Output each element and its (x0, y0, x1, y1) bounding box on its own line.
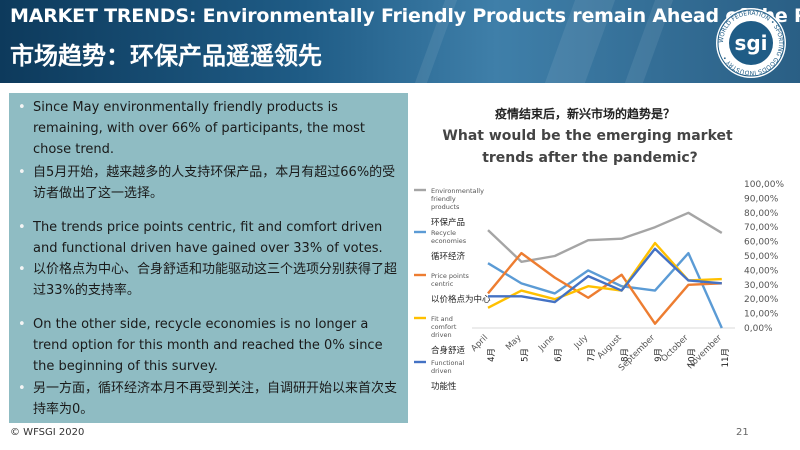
legend-label: Environmentally friendly products (431, 187, 484, 211)
x-tick-label: October (659, 333, 690, 364)
y-tick-label: 90,00% (744, 194, 779, 204)
bullet-1: • Since May environmentally friendly prod… (18, 100, 366, 157)
y-tick-label: 60,00% (744, 238, 779, 248)
copyright-text: © WFSGI 2020 (10, 427, 85, 438)
y-tick-label: 10,00% (744, 310, 779, 320)
legend-label-cn: 环保产品 (431, 217, 465, 228)
chart-legend: Environmentally friendly products 环保产品Recyc… (414, 187, 491, 392)
header-banner: MARKET TRENDS: Environmentally Friendly … (0, 0, 800, 83)
title-english: MARKET TRENDS: Environmentally Friendly … (10, 5, 800, 27)
legend-label: Recycle economies (431, 229, 467, 245)
x-tick-label-cn: 4月 (487, 348, 497, 362)
y-tick-label: 40,00% (744, 266, 779, 276)
y-tick-label: 0,00% (744, 324, 773, 334)
x-tick-label-cn: 6月 (554, 348, 564, 362)
series-line (487, 211, 723, 263)
x-tick-label-cn: 8月 (621, 348, 631, 362)
summary-box: • Since May environmentally friendly prod… (9, 93, 408, 423)
legend-label-cn: 合身舒适 (431, 345, 466, 356)
legend-label-cn: 功能性 (431, 381, 457, 392)
x-tick-label-cn: 5月 (520, 348, 530, 362)
title-chinese: 市场趋势：环保产品遥遥领先 (10, 42, 322, 70)
wfsgi-logo-icon: WORLD FEDERATION • SPORTING GOODS INDUST… (716, 8, 786, 78)
bullet-5: • On the other side, recycle economies is… (18, 317, 383, 374)
legend-label-cn: 以价格点为中心 (431, 294, 491, 305)
series-line (487, 251, 723, 329)
y-tick-label: 50,00% (744, 252, 779, 262)
y-tick-label: 20,00% (744, 295, 779, 305)
page-number: 21 (736, 427, 749, 438)
series-line (487, 251, 722, 325)
x-tick-label-cn: 10月 (687, 348, 697, 367)
x-tick-label-cn: 11月 (721, 348, 731, 367)
plot-area: 0,00% 10,00% 20,00% 30,00% 40,00% 50,00% 60,00… (469, 180, 784, 373)
chart-title-english: What would be the emerging market trends… (442, 128, 737, 166)
bullet-3: • The trends price points centric, fit an… (18, 220, 383, 256)
legend-label: Price points centric (431, 272, 469, 288)
legend-label-cn: 循环经济 (431, 251, 466, 262)
y-tick-label: 100,00% (744, 180, 784, 190)
y-tick-label: 30,00% (744, 281, 779, 291)
chart-title-chinese: 疫情结束后，新兴市场的趋势是？ (495, 106, 675, 121)
legend-label: Fit and comfort driven (431, 315, 457, 339)
x-tick-label-cn: 9月 (654, 348, 664, 362)
x-tick-label-cn: 7月 (587, 348, 597, 362)
logo-text: sgi (734, 31, 767, 55)
y-tick-label: 70,00% (744, 223, 779, 233)
series-line (488, 247, 722, 304)
y-tick-label: 80,00% (744, 209, 779, 219)
bullet-4: • 以价格点为中心、合身舒适和功能驱动这三个选项分别获得了超过33%的支持率。 (18, 262, 398, 298)
bullet-6: • 另一方面，循环经济本月不再受到关注，自调研开始以来首次支持率为0。 (18, 381, 398, 417)
series-line (487, 241, 722, 309)
bullet-2: • 自5月开始，越来越多的人支持环保产品，本月有超过66%的受访者做出了这一选择。 (18, 165, 396, 201)
legend-label: Functional driven (431, 359, 465, 375)
